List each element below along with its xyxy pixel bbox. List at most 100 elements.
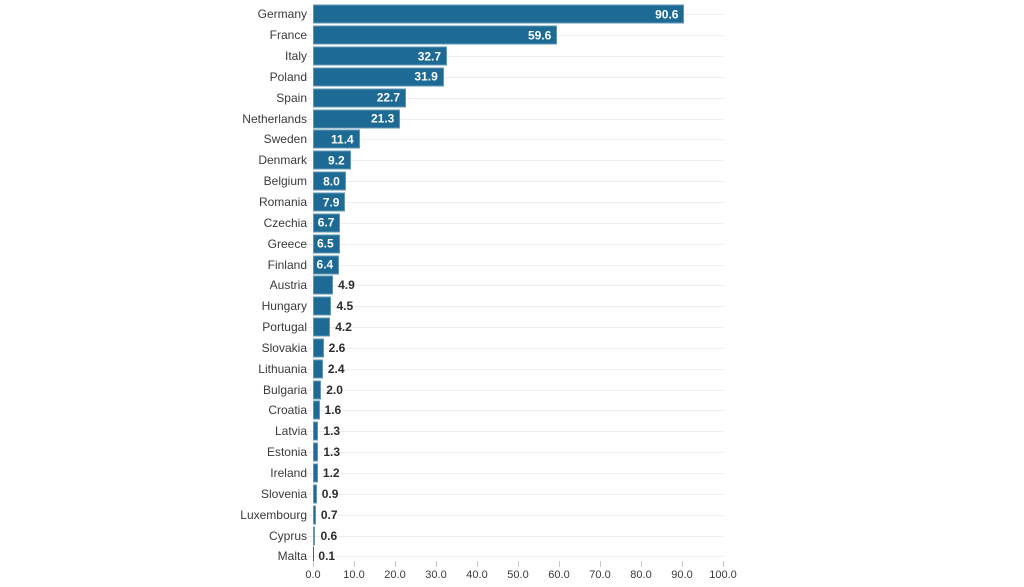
tick-label: 30.0 <box>425 569 447 581</box>
bar-row: Germany 90.6 <box>0 4 723 25</box>
row-gridline <box>307 493 723 495</box>
bar-row: Spain 22.7 <box>0 87 723 108</box>
bar-track: 2.6 <box>307 338 723 359</box>
row-gridline <box>307 264 723 266</box>
value-label: 4.5 <box>336 299 354 314</box>
category-label: Malta <box>277 549 307 564</box>
row-gridline <box>307 139 723 141</box>
row-gridline <box>307 222 723 224</box>
tick-label: 60.0 <box>548 569 570 581</box>
bar-track: 6.4 <box>307 254 723 275</box>
row-gridline <box>307 389 723 391</box>
bar <box>313 296 332 316</box>
value-label: 11.4 <box>331 132 354 147</box>
tick-mark <box>640 561 642 567</box>
bar-row: Cyprus 0.6 <box>0 525 723 546</box>
bar: 11.4 <box>313 129 360 149</box>
category-label: Finland <box>267 257 307 272</box>
category-label: Spain <box>276 90 307 105</box>
row-gridline <box>307 118 723 120</box>
bar-track: 1.6 <box>307 400 723 421</box>
bar: 6.4 <box>313 255 340 275</box>
row-gridline <box>307 56 723 58</box>
bar-row: Denmark 9.2 <box>0 150 723 171</box>
category-label: Sweden <box>263 132 307 147</box>
value-label: 90.6 <box>655 7 679 22</box>
row-gridline <box>307 431 723 433</box>
bar-track: 0.7 <box>307 504 723 525</box>
bar-row: France 59.6 <box>0 25 723 46</box>
bar-row: Latvia 1.3 <box>0 421 723 442</box>
category-label: Romania <box>258 195 307 210</box>
bar-track: 0.6 <box>307 525 723 546</box>
bar-track: 4.2 <box>307 317 723 338</box>
bar-row: Sweden 11.4 <box>0 129 723 150</box>
bar-track: 7.9 <box>307 192 723 213</box>
tick-label: 0.0 <box>305 569 321 581</box>
row-gridline <box>307 472 723 474</box>
bar: 90.6 <box>313 4 685 24</box>
bar-row: Bulgaria 2.0 <box>0 379 723 400</box>
bar: 21.3 <box>313 109 401 129</box>
tick-mark <box>681 561 683 567</box>
tick-label: 40.0 <box>466 569 488 581</box>
category-label: Poland <box>269 69 307 84</box>
bar-row: Netherlands 21.3 <box>0 108 723 129</box>
value-label: 32.7 <box>417 49 442 64</box>
value-label: 1.2 <box>322 465 340 480</box>
row-gridline <box>307 514 723 516</box>
value-label: 21.3 <box>370 111 395 126</box>
bar: 59.6 <box>313 25 558 45</box>
bar-row: Greece 6.5 <box>0 233 723 254</box>
bar: 22.7 <box>313 88 407 108</box>
bar <box>313 526 316 546</box>
bar: 7.9 <box>313 192 346 212</box>
tick-mark <box>599 561 601 567</box>
bar: 8.0 <box>313 171 346 191</box>
row-gridline <box>307 285 723 287</box>
bar-row: Portugal 4.2 <box>0 317 723 338</box>
row-gridline <box>307 556 723 558</box>
bar-row: Lithuania 2.4 <box>0 358 723 379</box>
category-label: Austria <box>269 278 307 293</box>
bar <box>313 463 318 483</box>
value-label: 0.7 <box>320 507 338 522</box>
value-label: 0.9 <box>321 486 339 501</box>
row-gridline <box>307 452 723 454</box>
bar-track: 1.2 <box>307 463 723 484</box>
tick-label: 90.0 <box>671 569 693 581</box>
value-label: 0.6 <box>320 528 338 543</box>
bar-track: 21.3 <box>307 108 723 129</box>
bar-track: 11.4 <box>307 129 723 150</box>
bar-track: 4.5 <box>307 296 723 317</box>
value-label: 7.9 <box>322 195 340 210</box>
row-gridline <box>307 160 723 162</box>
bar-row: Italy 32.7 <box>0 46 723 67</box>
row-gridline <box>307 181 723 183</box>
value-label: 2.0 <box>326 382 343 397</box>
bar-row: Malta 0.1 <box>0 546 723 567</box>
bar-track: 0.9 <box>307 483 723 504</box>
category-label: Latvia <box>274 424 307 439</box>
bar-track: 90.6 <box>307 4 723 25</box>
tick-mark <box>722 561 724 567</box>
bar-track: 1.3 <box>307 421 723 442</box>
bar-track: 59.6 <box>307 25 723 46</box>
category-label: Croatia <box>268 403 307 418</box>
value-label: 2.4 <box>327 361 345 376</box>
value-label: 1.3 <box>323 445 341 460</box>
bar-track: 1.3 <box>307 442 723 463</box>
bar-track: 6.5 <box>307 233 723 254</box>
bar-row: Luxembourg 0.7 <box>0 504 723 525</box>
bar-row: Finland 6.4 <box>0 254 723 275</box>
row-gridline <box>307 368 723 370</box>
bar-row: Slovenia 0.9 <box>0 483 723 504</box>
bar-track: 4.9 <box>307 275 723 296</box>
category-label: Denmark <box>258 153 307 168</box>
tick-mark <box>312 561 314 567</box>
value-label: 6.5 <box>316 236 334 251</box>
tick-label: 70.0 <box>589 569 611 581</box>
bar-row: Slovakia 2.6 <box>0 338 723 359</box>
value-label: 1.3 <box>323 424 341 439</box>
